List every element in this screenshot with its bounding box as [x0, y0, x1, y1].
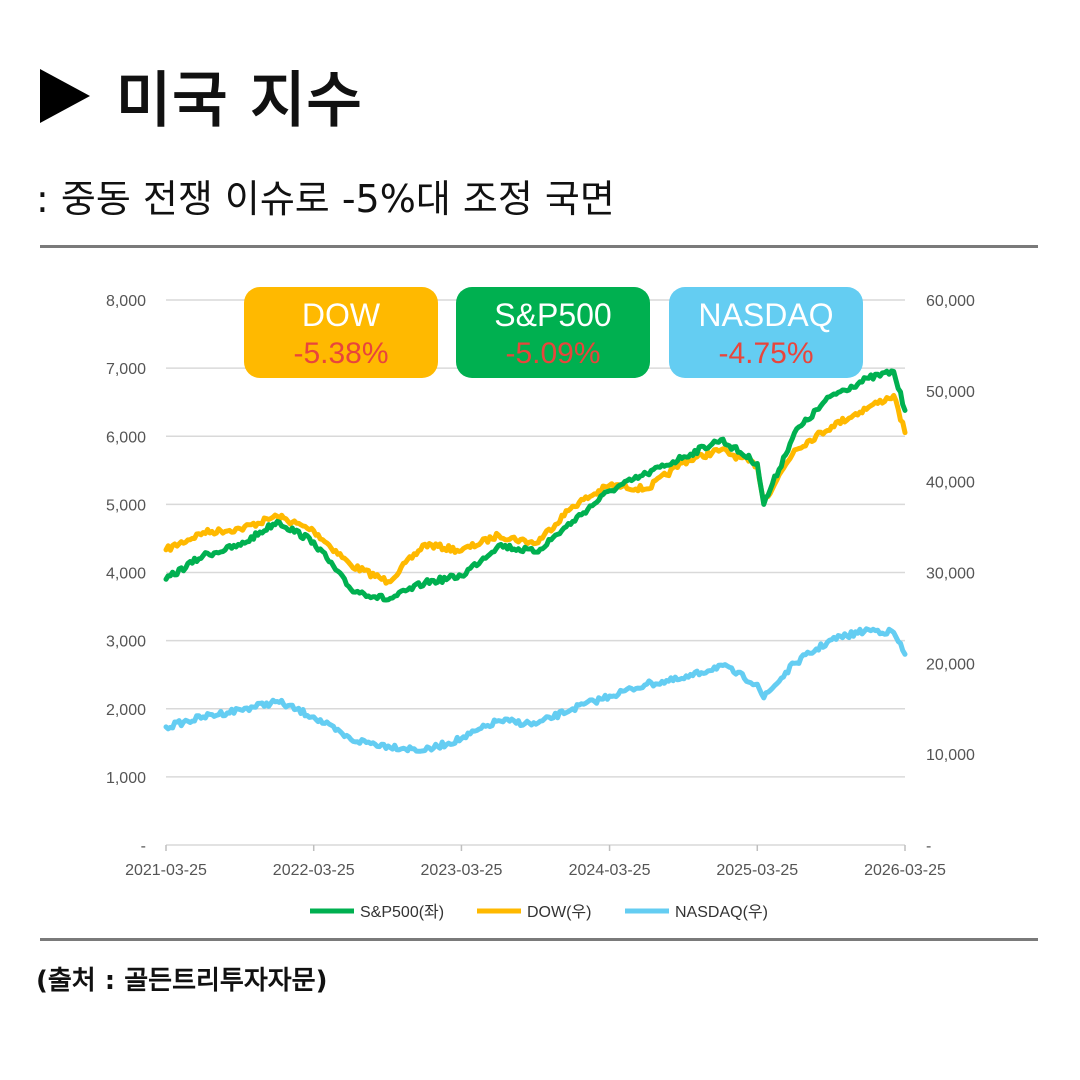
x-tick-label: 2024-03-25 [569, 862, 651, 879]
legend-label: DOW(우) [527, 904, 591, 921]
page-title: 미국 지수 [116, 66, 363, 136]
right-tick-label: - [926, 838, 931, 855]
left-tick-label: 5,000 [106, 497, 146, 514]
change-badge: NASDAQ -4.75% [669, 287, 863, 378]
right-tick-label: 10,000 [926, 747, 975, 764]
chart-legend: S&P500(좌) DOW(우) NASDAQ(우) [310, 903, 768, 921]
left-tick-label: 8,000 [106, 293, 146, 310]
series-line [163, 626, 908, 754]
right-tick-label: 50,000 [926, 384, 975, 401]
x-tick-label: 2026-03-25 [864, 862, 946, 879]
badge-change-value: -5.38% [293, 337, 388, 370]
badge-background [244, 287, 438, 378]
legend-entry: S&P500(좌) [310, 903, 444, 921]
left-tick-label: 1,000 [106, 770, 146, 787]
badge-background [456, 287, 650, 378]
series-line [163, 368, 908, 603]
play-triangle-icon [40, 68, 90, 123]
index-line-chart: - 1,000 2,000 3,000 4,000 5,000 6,000 7,000 8,00… [106, 287, 975, 921]
badge-change-value: -5.09% [505, 337, 600, 370]
legend-label: S&P500(좌) [360, 903, 444, 921]
page-subtitle: : 중동 전쟁 이슈로 -5%대 조정 국면 [36, 177, 615, 221]
right-tick-label: 30,000 [926, 566, 975, 583]
badge-background [669, 287, 863, 378]
source-note: (출처 : 골든트리투자자문) [36, 966, 328, 996]
x-tick-label: 2022-03-25 [273, 862, 355, 879]
left-tick-label: 3,000 [106, 634, 146, 651]
right-tick-label: 20,000 [926, 656, 975, 673]
badge-index-name: S&P500 [494, 297, 611, 333]
title-row: 미국 지수 [40, 52, 363, 139]
left-axis-ticks: - 1,000 2,000 3,000 4,000 5,000 6,000 7,000 8,00… [106, 293, 146, 855]
x-tick-label: 2023-03-25 [421, 862, 503, 879]
badge-change-value: -4.75% [718, 337, 813, 370]
bottom-divider [40, 938, 1038, 941]
left-tick-label: - [141, 838, 146, 855]
left-tick-label: 6,000 [106, 429, 146, 446]
legend-entry: NASDAQ(우) [625, 904, 768, 921]
right-axis-ticks: - 10,000 20,000 30,000 40,000 50,000 60,000 [926, 293, 975, 855]
x-tick-label: 2025-03-25 [716, 862, 798, 879]
top-divider [40, 245, 1038, 248]
change-badges: DOW -5.38% S&P500 -5.09% NASDAQ -4.75% [244, 287, 863, 378]
badge-index-name: NASDAQ [698, 297, 833, 333]
left-tick-label: 2,000 [106, 702, 146, 719]
badge-index-name: DOW [302, 297, 381, 333]
left-tick-label: 7,000 [106, 361, 146, 378]
series-lines [163, 368, 908, 754]
legend-entry: DOW(우) [477, 904, 591, 921]
legend-label: NASDAQ(우) [675, 904, 768, 921]
right-tick-label: 60,000 [926, 293, 975, 310]
x-axis-ticks: 2021-03-25 2022-03-25 2023-03-25 2024-03-25… [125, 845, 946, 879]
x-tick-label: 2021-03-25 [125, 862, 207, 879]
gridlines [166, 299, 905, 846]
series-line [163, 392, 908, 586]
change-badge: S&P500 -5.09% [456, 287, 650, 378]
left-tick-label: 4,000 [106, 566, 146, 583]
change-badge: DOW -5.38% [244, 287, 438, 378]
right-tick-label: 40,000 [926, 475, 975, 492]
